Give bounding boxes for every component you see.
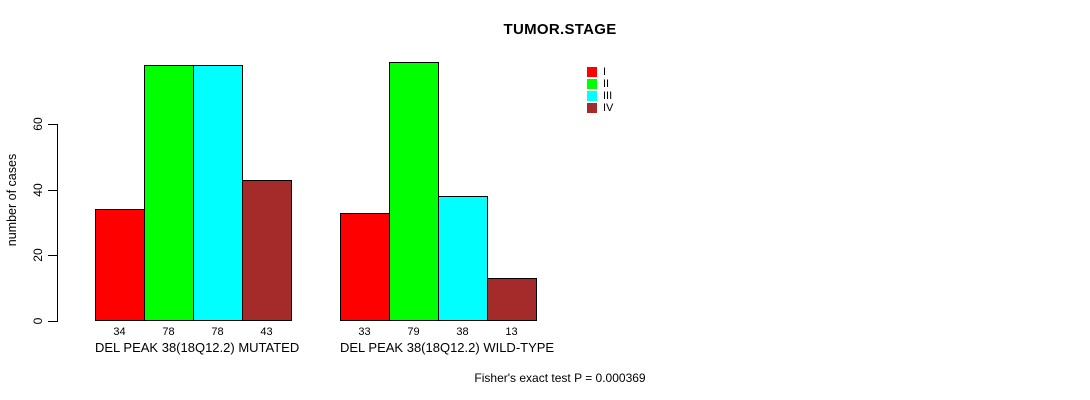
y-tick (48, 124, 58, 125)
fisher-test-annotation: Fisher's exact test P = 0.000369 (474, 371, 646, 385)
legend-label-iv: IV (603, 102, 614, 114)
group-label: DEL PEAK 38(18Q12.2) WILD-TYPE (340, 340, 555, 355)
legend-label-ii: II (603, 78, 610, 90)
bar-value-label: 13 (505, 326, 518, 338)
bar-stage-iii (438, 196, 488, 321)
chart-title: TUMOR.STAGE (503, 21, 617, 38)
bar-stage-iv (487, 278, 537, 321)
group-label: DEL PEAK 38(18Q12.2) MUTATED (95, 340, 300, 355)
bar-value-label: 78 (211, 326, 224, 338)
bar-value-label: 34 (113, 326, 126, 338)
bar-value-label: 78 (162, 326, 175, 338)
y-axis-label: number of cases (5, 153, 19, 247)
bar-value-label: 38 (456, 326, 469, 338)
bar-stage-iv (242, 179, 292, 321)
bar-value-label: 79 (407, 326, 420, 338)
bar-stage-i (340, 212, 390, 321)
y-tick-label: 0 (31, 317, 45, 325)
legend-label-iii: III (603, 90, 613, 102)
y-tick (48, 255, 58, 256)
bar-stage-i (95, 209, 145, 321)
legend-swatch-iii (587, 91, 597, 101)
bar-stage-iii (193, 64, 243, 321)
legend-swatch-i (587, 67, 597, 77)
bar-value-label: 43 (260, 326, 273, 338)
y-tick-label: 60 (31, 117, 45, 131)
y-tick-label: 40 (31, 183, 45, 197)
bar-stage-ii (389, 61, 439, 321)
legend-label-i: I (603, 66, 607, 78)
y-axis-line (57, 124, 58, 322)
y-tick (48, 190, 58, 191)
y-tick-label: 20 (31, 248, 45, 262)
bar-stage-ii (144, 64, 194, 321)
legend-swatch-iv (587, 103, 597, 113)
y-tick (48, 321, 58, 322)
legend-swatch-ii (587, 79, 597, 89)
bar-value-label: 33 (358, 326, 371, 338)
